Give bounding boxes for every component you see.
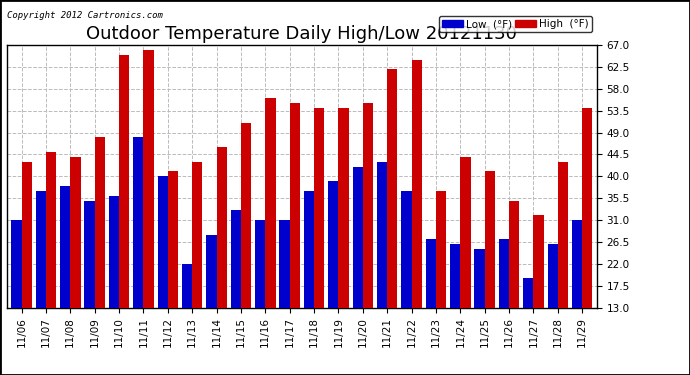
Bar — [338, 108, 348, 371]
Bar — [475, 249, 484, 371]
Bar — [255, 220, 266, 371]
Bar — [193, 162, 202, 371]
Bar — [182, 264, 193, 371]
Bar — [230, 210, 241, 371]
Bar — [314, 108, 324, 371]
Bar — [572, 220, 582, 371]
Bar — [266, 99, 275, 371]
Title: Outdoor Temperature Daily High/Low 20121130: Outdoor Temperature Daily High/Low 20121… — [86, 26, 518, 44]
Bar — [548, 244, 558, 371]
Bar — [304, 191, 314, 371]
Bar — [328, 181, 338, 371]
Bar — [387, 69, 397, 371]
Bar — [402, 191, 411, 371]
Bar — [84, 201, 95, 371]
Bar — [21, 162, 32, 371]
Bar — [411, 60, 422, 371]
Bar — [168, 171, 178, 371]
Bar — [363, 104, 373, 371]
Bar — [46, 152, 56, 371]
Bar — [484, 171, 495, 371]
Bar — [558, 162, 568, 371]
Bar — [353, 166, 363, 371]
Bar — [60, 186, 70, 371]
Bar — [157, 176, 168, 371]
Bar — [95, 137, 105, 371]
Bar — [36, 191, 46, 371]
Bar — [206, 235, 217, 371]
Bar — [426, 240, 436, 371]
Bar — [509, 201, 520, 371]
Bar — [460, 157, 471, 371]
Bar — [279, 220, 290, 371]
Bar — [377, 162, 387, 371]
Bar — [70, 157, 81, 371]
Bar — [523, 278, 533, 371]
Bar — [582, 108, 593, 371]
Bar — [109, 196, 119, 371]
Bar — [119, 55, 129, 371]
Bar — [133, 137, 144, 371]
Bar — [533, 215, 544, 371]
Bar — [11, 220, 21, 371]
Bar — [290, 104, 300, 371]
Bar — [450, 244, 460, 371]
Bar — [499, 240, 509, 371]
Text: Copyright 2012 Cartronics.com: Copyright 2012 Cartronics.com — [7, 11, 163, 20]
Bar — [217, 147, 227, 371]
Legend: Low  (°F), High  (°F): Low (°F), High (°F) — [439, 16, 591, 32]
Bar — [241, 123, 251, 371]
Bar — [436, 191, 446, 371]
Bar — [144, 50, 154, 371]
